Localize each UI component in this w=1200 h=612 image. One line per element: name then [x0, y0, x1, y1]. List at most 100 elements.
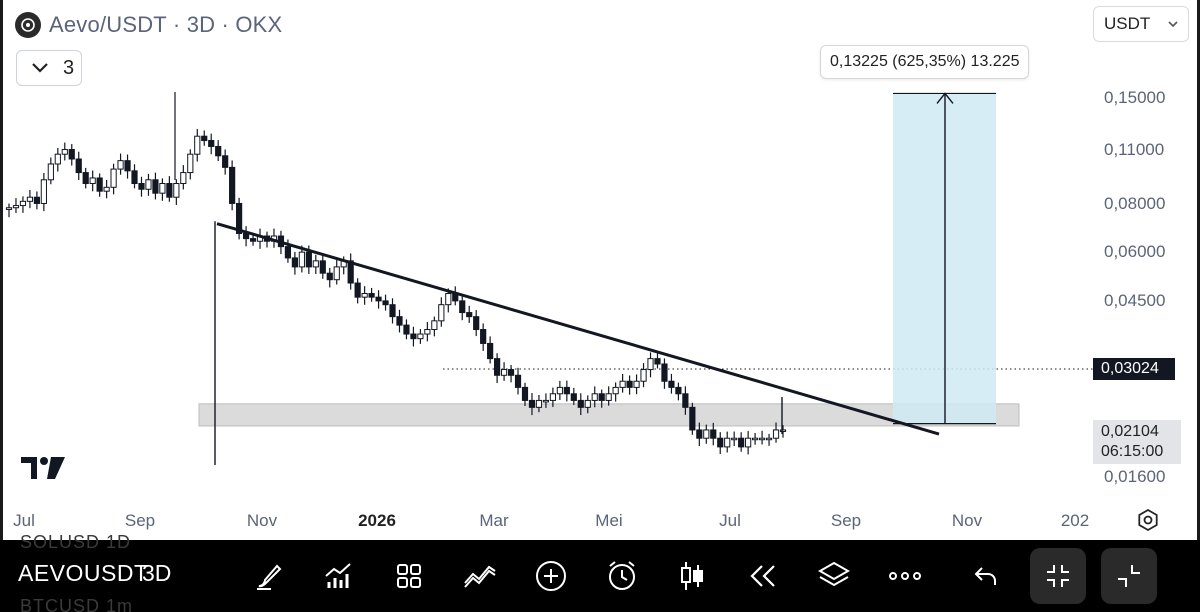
fullscreen-exit-icon: [1047, 565, 1069, 587]
candle: [535, 394, 543, 413]
candle: [215, 140, 222, 162]
candle: [682, 386, 689, 415]
price-tick-label: 0,15000: [1104, 88, 1165, 107]
time-tick-label: Mar: [479, 511, 509, 530]
candle: [577, 393, 584, 416]
candle: [96, 173, 103, 197]
symbol-button[interactable]: AEVOUSDT: [18, 560, 149, 586]
candle: [542, 393, 550, 408]
layouts-button[interactable]: [381, 548, 437, 604]
candle-body: [410, 333, 417, 340]
candle-body: [752, 437, 759, 441]
chevron-down-icon: [1168, 21, 1178, 28]
interval-button[interactable]: 3D: [142, 560, 172, 586]
candle-body: [758, 437, 766, 441]
chart-area[interactable]: 0,15000 0,11000 0,08000 0,06000 0,04500 0,016…: [0, 0, 1200, 540]
candle-body: [194, 135, 201, 155]
candle: [745, 431, 752, 455]
indicators-collapse-button[interactable]: 3: [16, 50, 82, 86]
candle: [452, 286, 459, 306]
candle: [710, 422, 717, 446]
candle-body: [473, 316, 480, 331]
candle-body: [549, 393, 556, 401]
candle: [563, 380, 570, 402]
candle-body: [535, 399, 543, 408]
candle-body: [668, 380, 675, 388]
price-tick-label: 0,08000: [1104, 194, 1165, 213]
fullscreen-exit-button[interactable]: [1030, 548, 1086, 604]
candle-body: [542, 399, 550, 403]
add-button[interactable]: [523, 548, 579, 604]
target-arrow-head: [936, 92, 954, 104]
candle: [319, 253, 326, 279]
brush-button[interactable]: [241, 548, 297, 604]
candle-body: [249, 238, 257, 242]
candle-body: [528, 399, 536, 408]
candle-body: [500, 369, 508, 376]
candle-body: [661, 363, 668, 382]
indicators-button[interactable]: [310, 548, 366, 604]
candle-body: [354, 282, 361, 298]
candle-body: [375, 296, 382, 302]
ghost-symbol-top: SOLUSD 1D: [20, 532, 132, 552]
candle-body: [89, 177, 96, 185]
candle: [117, 153, 124, 175]
candle-body: [382, 300, 389, 306]
candle: [668, 373, 675, 394]
candle: [403, 319, 410, 340]
candle-body: [54, 153, 61, 165]
candle: [765, 433, 773, 446]
candle: [507, 364, 515, 383]
alarm-button[interactable]: [594, 548, 650, 604]
candle-body: [298, 251, 305, 268]
candle-body: [347, 260, 354, 284]
last-price-value: 0,02104: [1101, 423, 1159, 440]
candle: [528, 393, 536, 416]
candle: [738, 432, 745, 452]
candle-body: [68, 149, 75, 160]
settings-gear-icon[interactable]: [1136, 508, 1160, 532]
candle-body: [675, 386, 682, 395]
compare-button[interactable]: [452, 548, 508, 604]
ghost-symbol-bottom: BTCUSD 1m: [20, 596, 134, 612]
candle-body: [110, 168, 117, 188]
currency-select[interactable]: USDT: [1093, 6, 1189, 42]
chart-type-button[interactable]: [664, 548, 720, 604]
collapse-button[interactable]: [1101, 548, 1157, 604]
time-tick-label: Sep: [125, 511, 155, 530]
bottom-toolbar: SOLUSD 1D AEVOUSDT 3D BTCUSD 1m: [0, 532, 1200, 612]
candle-body: [75, 158, 82, 174]
candle-body: [633, 380, 640, 388]
layers-button[interactable]: [806, 548, 862, 604]
candle: [619, 374, 626, 393]
candle: [424, 322, 431, 342]
price-chart[interactable]: 0,15000 0,11000 0,08000 0,06000 0,04500 0,016…: [3, 0, 1197, 540]
candle-body: [696, 429, 703, 439]
candle-body: [12, 205, 20, 209]
replay-button[interactable]: [735, 548, 791, 604]
candle: [703, 424, 710, 444]
candle: [612, 382, 619, 402]
candle: [159, 178, 166, 201]
candle: [222, 149, 229, 175]
candle-body: [152, 179, 159, 194]
candle: [459, 295, 466, 321]
symbol-header[interactable]: Aevo/USDT · 3D · OKX: [15, 10, 282, 40]
candle-body: [514, 374, 522, 388]
chevron-down-icon: [32, 63, 48, 73]
candle-body: [166, 183, 173, 198]
candle-body: [598, 393, 605, 401]
undo-button[interactable]: [958, 548, 1014, 604]
layouts-icon: [397, 564, 421, 588]
indicators-icon: [325, 563, 351, 588]
candle: [256, 228, 264, 249]
candle-body: [361, 293, 368, 298]
trendline: [216, 222, 940, 436]
candle: [110, 163, 117, 195]
replay-icon: [750, 565, 775, 587]
candle-body: [305, 251, 312, 268]
more-button[interactable]: [877, 548, 933, 604]
candle-body: [507, 369, 515, 376]
candle: [431, 316, 438, 337]
candle: [47, 157, 54, 185]
